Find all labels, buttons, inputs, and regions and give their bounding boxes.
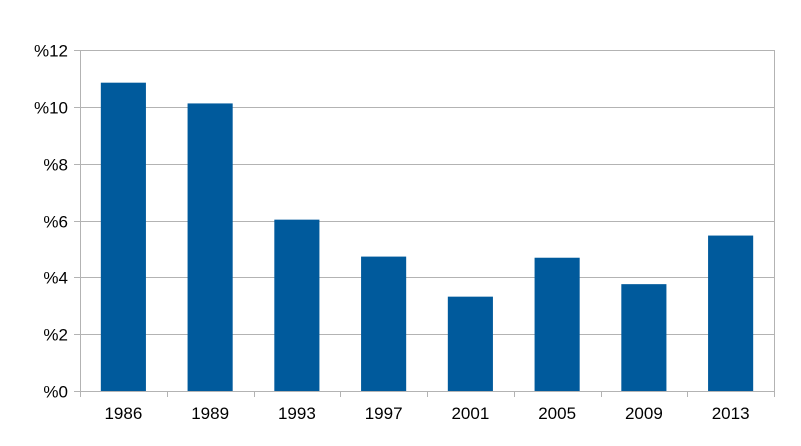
x-tick-label: 1989	[191, 404, 229, 423]
bars	[100, 82, 754, 391]
y-tick-labels: %0 %2 %4 %6 %8 %10 %12	[34, 42, 68, 402]
y-tick-label: %0	[43, 383, 68, 402]
y-tick-label: %4	[43, 269, 68, 288]
x-tick-label: 2005	[538, 404, 576, 423]
axes	[74, 50, 775, 397]
bar-2005	[534, 257, 580, 391]
bar-2001	[447, 296, 493, 391]
bar-2013	[708, 235, 754, 391]
x-tick-label: 1997	[365, 404, 403, 423]
x-tick-label: 1986	[104, 404, 142, 423]
y-tick-label: %12	[34, 42, 68, 61]
bar-1993	[274, 219, 320, 391]
bar-1989	[187, 103, 233, 391]
gridlines	[80, 50, 774, 335]
x-tick-label: 2001	[451, 404, 489, 423]
x-tick-label: 2009	[625, 404, 663, 423]
y-tick-label: %6	[43, 213, 68, 232]
bar-1986	[100, 82, 146, 391]
y-tick-label: %8	[43, 156, 68, 175]
x-tick-label: 1993	[278, 404, 316, 423]
x-tick-labels: 1986 1989 1993 1997 2001 2005 2009 2013	[104, 404, 749, 423]
y-tick-label: %10	[34, 99, 68, 118]
bar-1997	[361, 256, 407, 391]
y-tick-label: %2	[43, 326, 68, 345]
bar-2009	[621, 284, 667, 391]
x-tick-label: 2013	[712, 404, 750, 423]
